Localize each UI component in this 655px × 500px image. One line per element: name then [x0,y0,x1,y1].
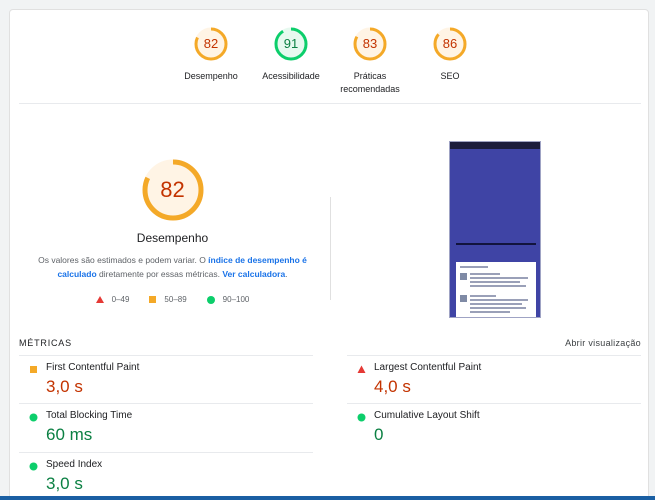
category-gauges: 82 Desempenho 91 Acessibilidade 83 [10,10,650,104]
circle-icon [29,413,38,422]
gauge-label: Práticas recomendadas [340,71,400,94]
legend-poor: 0–49 [95,295,130,304]
gauge-label: Desempenho [184,71,238,81]
performance-score: 82 [160,177,185,202]
legend-label: 50–89 [164,295,187,304]
gauge-ring: 86 [432,26,468,62]
gauge-seo[interactable]: 86 SEO [405,26,495,83]
metric-name: Speed Index [46,459,103,470]
metric-value: 0 [374,425,384,444]
thumbnail-heading [456,243,536,245]
metric-name: Largest Contentful Paint [374,362,482,373]
legend-label: 0–49 [111,295,130,304]
gauge-score: 83 [362,36,378,51]
bottom-bar [0,496,655,500]
expand-view-toggle[interactable]: Abrir visualização [565,338,641,348]
legend-good: 90–100 [206,295,250,304]
metrics-title: MÉTRICAS [19,338,72,348]
gauge-best-practices[interactable]: 83 Práticas recomendadas [325,26,415,96]
report-card: 82 Desempenho 91 Acessibilidade 83 [9,9,649,500]
metric-name: First Contentful Paint [46,362,140,373]
metric-tbt[interactable]: Total Blocking Time 60 ms [19,403,313,451]
metric-value: 3,0 s [46,377,83,396]
gauge-score: 91 [283,36,299,51]
thumbnail-header [450,142,540,149]
performance-description: Os valores são estimados e podem variar.… [30,253,315,281]
gauge-label: Acessibilidade [262,71,320,81]
gauge-performance[interactable]: 82 Desempenho [166,26,256,83]
circle-icon [29,462,38,471]
desc-text: . [285,269,288,279]
performance-gauge: 82 [140,157,206,223]
metric-name: Cumulative Layout Shift [374,410,480,421]
metric-cls[interactable]: Cumulative Layout Shift 0 [347,403,641,451]
page-screenshot-thumbnail[interactable] [449,141,541,318]
square-icon [30,366,37,373]
square-icon [149,296,157,303]
divider [19,103,641,104]
metric-name: Total Blocking Time [46,410,133,421]
thumbnail-comments [456,262,536,317]
score-link[interactable]: índice de desempenho é calculado [57,255,307,279]
legend-average: 50–89 [149,295,187,304]
metric-value: 60 ms [46,425,93,444]
circle-icon [206,295,215,304]
gauge-accessibility[interactable]: 91 Acessibilidade [246,26,336,83]
metric-fcp[interactable]: First Contentful Paint 3,0 s [19,355,313,403]
desc-text: diretamente por essas métricas. [96,269,223,279]
gauge-ring: 82 [193,26,229,62]
vertical-divider [330,197,331,300]
gauge-score: 82 [203,36,219,51]
performance-title: Desempenho [136,231,209,245]
gauge-ring: 83 [352,26,388,62]
metric-lcp[interactable]: Largest Contentful Paint 4,0 s [347,355,641,403]
gauge-label: SEO [440,71,460,81]
triangle-icon [357,365,366,373]
circle-icon [357,413,366,422]
metric-speed-index[interactable]: Speed Index 3,0 s [19,452,313,500]
metric-value: 3,0 s [46,474,83,493]
gauge-score: 86 [442,36,458,51]
desc-text: Os valores são estimados e podem variar.… [38,255,209,265]
metric-value: 4,0 s [374,377,411,396]
legend-label: 90–100 [222,295,250,304]
calculator-link[interactable]: Ver calculadora [222,269,286,279]
score-legend: 0–49 50–89 90–100 [30,295,315,304]
performance-summary: 82 Desempenho Os valores são estimados e… [30,157,315,304]
gauge-ring: 91 [273,26,309,62]
triangle-icon [95,296,104,303]
